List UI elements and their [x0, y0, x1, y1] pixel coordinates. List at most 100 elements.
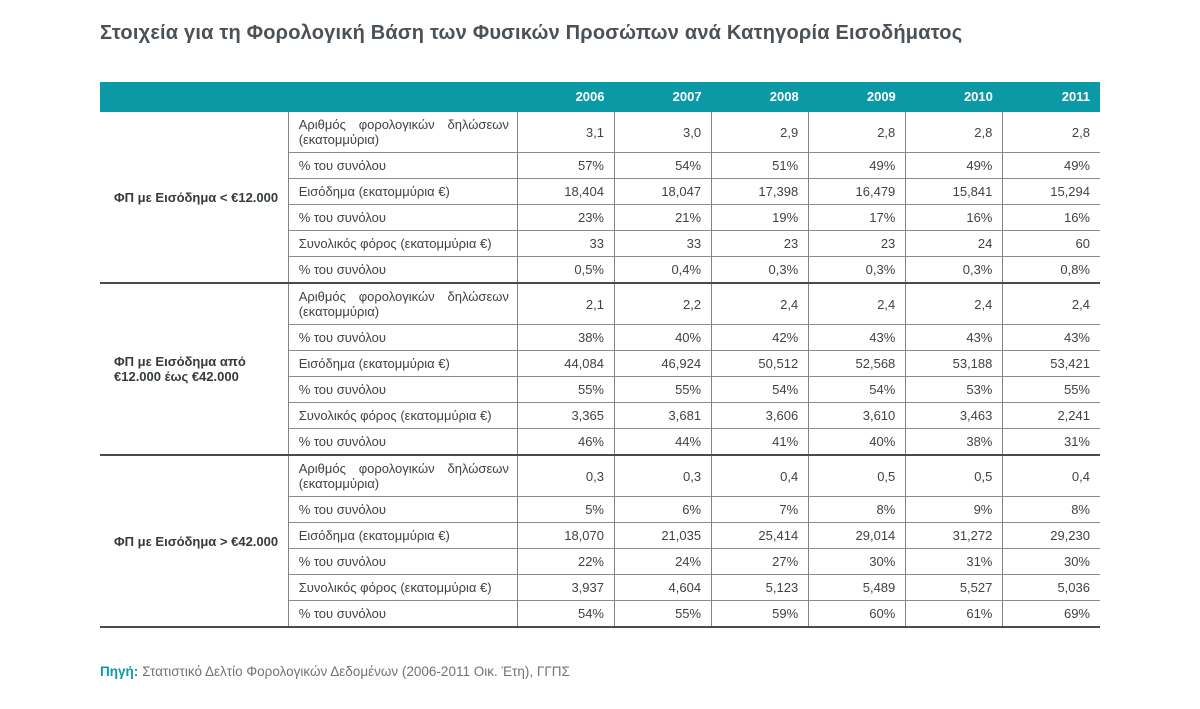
cell-value: 53%	[905, 376, 1004, 403]
cell-value: 0,3%	[905, 256, 1004, 283]
table-row: Συνολικός φόρος (εκατομμύρια €) 3,937 4,60…	[100, 574, 1100, 601]
cell-value: 18,047	[614, 178, 713, 205]
cell-value: 24	[905, 230, 1004, 257]
cell-value: 54%	[614, 152, 713, 179]
cell-value: 2,1	[517, 282, 616, 325]
cell-value: 2,4	[808, 282, 907, 325]
table-corner	[100, 82, 518, 112]
cell-value: 23	[808, 230, 907, 257]
cell-value: 5%	[517, 496, 616, 523]
cell-value: 0,3	[517, 454, 616, 497]
cell-value: 46%	[517, 428, 616, 455]
cell-value: 3,0	[614, 112, 713, 153]
cell-value: 43%	[808, 324, 907, 351]
cell-value: 3,463	[905, 402, 1004, 429]
table-row: Εισόδημα (εκατομμύρια €) 44,084 46,924 50,5…	[100, 350, 1100, 377]
cell-value: 3,610	[808, 402, 907, 429]
row-label: % του συνόλου	[288, 600, 518, 628]
table-row: Συνολικός φόρος (εκατομμύρια €) 3,365 3,68…	[100, 402, 1100, 429]
cell-value: 2,4	[1002, 282, 1100, 325]
cell-value: 46,924	[614, 350, 713, 377]
cell-value: 33	[517, 230, 616, 257]
row-label: % του συνόλου	[288, 376, 518, 403]
table-row: Εισόδημα (εκατομμύρια €) 18,404 18,047 17,3…	[100, 178, 1100, 205]
cell-value: 53,421	[1002, 350, 1100, 377]
cell-value: 16,479	[808, 178, 907, 205]
cell-value: 42%	[711, 324, 810, 351]
table-row: % του συνόλου 46% 44% 41% 40% 38% 31%	[100, 428, 1100, 455]
row-label: Συνολικός φόρος (εκατομμύρια €)	[288, 402, 518, 429]
cell-value: 21,035	[614, 522, 713, 549]
cell-value: 30%	[1002, 548, 1100, 575]
cell-value: 44%	[614, 428, 713, 455]
cell-value: 17%	[808, 204, 907, 231]
cell-value: 5,489	[808, 574, 907, 601]
cell-value: 7%	[711, 496, 810, 523]
cell-value: 2,4	[711, 282, 810, 325]
row-label: Αριθμός φορολογικών δηλώσεων (εκατομμύρι…	[288, 282, 518, 325]
cell-value: 6%	[614, 496, 713, 523]
cell-value: 3,937	[517, 574, 616, 601]
row-label: % του συνόλου	[288, 496, 518, 523]
cell-value: 15,294	[1002, 178, 1100, 205]
page-title: Στοιχεία για τη Φορολογική Βάση των Φυσι…	[100, 22, 963, 44]
cell-value: 60	[1002, 230, 1100, 257]
cell-value: 3,365	[517, 402, 616, 429]
year-header: 2006	[517, 82, 615, 112]
cell-value: 2,241	[1002, 402, 1100, 429]
cell-value: 38%	[517, 324, 616, 351]
cell-value: 43%	[1002, 324, 1100, 351]
cell-value: 2,8	[808, 112, 907, 153]
cell-value: 55%	[614, 376, 713, 403]
cell-value: 27%	[711, 548, 810, 575]
cell-value: 5,527	[905, 574, 1004, 601]
row-label: % του συνόλου	[288, 548, 518, 575]
table-row: % του συνόλου 57% 54% 51% 49% 49% 49%	[100, 152, 1100, 179]
year-header: 2007	[614, 82, 712, 112]
cell-value: 59%	[711, 600, 810, 628]
cell-value: 3,681	[614, 402, 713, 429]
cell-value: 0,5%	[517, 256, 616, 283]
cell-value: 4,604	[614, 574, 713, 601]
cell-value: 31%	[905, 548, 1004, 575]
cell-value: 23%	[517, 204, 616, 231]
cell-value: 40%	[614, 324, 713, 351]
cell-value: 49%	[808, 152, 907, 179]
cell-value: 0,3%	[711, 256, 810, 283]
row-label: Εισόδημα (εκατομμύρια €)	[288, 522, 518, 549]
report-page: Στοιχεία για τη Φορολογική Βάση των Φυσι…	[100, 22, 1100, 679]
cell-value: 69%	[1002, 600, 1100, 628]
year-header: 2011	[1002, 82, 1100, 112]
cell-value: 23	[711, 230, 810, 257]
cell-value: 33	[614, 230, 713, 257]
row-label: % του συνόλου	[288, 428, 518, 455]
row-label: Εισόδημα (εκατομμύρια €)	[288, 178, 518, 205]
table-row: % του συνόλου 0,5% 0,4% 0,3% 0,3% 0,3% 0,8%	[100, 256, 1100, 283]
table-row: ΦΠ με Εισόδημα από €12.000 έως €42.000 Αρ…	[100, 282, 1100, 455]
cell-value: 31%	[1002, 428, 1100, 455]
cell-value: 0,5	[905, 454, 1004, 497]
table-row: Συνολικός φόρος (εκατομμύρια €) 33 33 23 23 2…	[100, 230, 1100, 257]
row-label: % του συνόλου	[288, 256, 518, 283]
cell-value: 0,4	[1002, 454, 1100, 497]
row-label: Συνολικός φόρος (εκατομμύρια €)	[288, 230, 518, 257]
cell-value: 49%	[1002, 152, 1100, 179]
cell-value: 52,568	[808, 350, 907, 377]
cell-value: 22%	[517, 548, 616, 575]
cell-value: 5,123	[711, 574, 810, 601]
cell-value: 44,084	[517, 350, 616, 377]
table-row: % του συνόλου 5% 6% 7% 8% 9% 8%	[100, 496, 1100, 523]
year-header: 2009	[808, 82, 906, 112]
cell-value: 2,8	[905, 112, 1004, 153]
source-text: Στατιστικό Δελτίο Φορολογικών Δεδομένων …	[142, 664, 570, 679]
cell-value: 0,8%	[1002, 256, 1100, 283]
cell-value: 18,404	[517, 178, 616, 205]
table-row: % του συνόλου 55% 55% 54% 54% 53% 55%	[100, 376, 1100, 403]
cell-value: 8%	[1002, 496, 1100, 523]
cell-value: 2,4	[905, 282, 1004, 325]
cell-value: 3,606	[711, 402, 810, 429]
cell-value: 8%	[808, 496, 907, 523]
row-label: Αριθμός φορολογικών δηλώσεων (εκατομμύρι…	[288, 112, 518, 153]
row-label: Συνολικός φόρος (εκατομμύρια €)	[288, 574, 518, 601]
cell-value: 2,9	[711, 112, 810, 153]
